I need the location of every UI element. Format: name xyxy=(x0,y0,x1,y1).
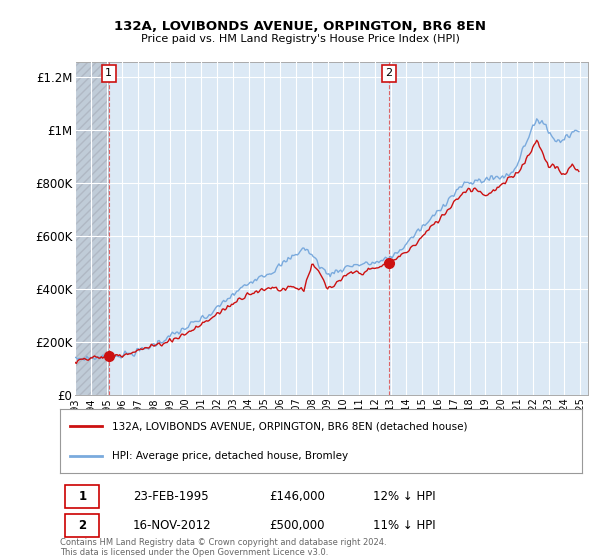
Text: Price paid vs. HM Land Registry's House Price Index (HPI): Price paid vs. HM Land Registry's House … xyxy=(140,34,460,44)
Text: 132A, LOVIBONDS AVENUE, ORPINGTON, BR6 8EN (detached house): 132A, LOVIBONDS AVENUE, ORPINGTON, BR6 8… xyxy=(112,421,468,431)
Text: Contains HM Land Registry data © Crown copyright and database right 2024.
This d: Contains HM Land Registry data © Crown c… xyxy=(60,538,386,557)
Text: 2: 2 xyxy=(79,519,86,531)
Text: 132A, LOVIBONDS AVENUE, ORPINGTON, BR6 8EN: 132A, LOVIBONDS AVENUE, ORPINGTON, BR6 8… xyxy=(114,20,486,32)
Text: HPI: Average price, detached house, Bromley: HPI: Average price, detached house, Brom… xyxy=(112,451,349,461)
FancyBboxPatch shape xyxy=(65,485,99,508)
Text: 23-FEB-1995: 23-FEB-1995 xyxy=(133,491,209,503)
Text: 11% ↓ HPI: 11% ↓ HPI xyxy=(373,519,436,531)
Text: 2: 2 xyxy=(385,68,392,78)
FancyBboxPatch shape xyxy=(65,514,99,536)
Text: 1: 1 xyxy=(79,491,86,503)
Text: 16-NOV-2012: 16-NOV-2012 xyxy=(133,519,212,531)
Text: £146,000: £146,000 xyxy=(269,491,325,503)
Bar xyxy=(75,62,109,395)
Text: 12% ↓ HPI: 12% ↓ HPI xyxy=(373,491,436,503)
Text: £500,000: £500,000 xyxy=(269,519,325,531)
Text: 1: 1 xyxy=(105,68,112,78)
